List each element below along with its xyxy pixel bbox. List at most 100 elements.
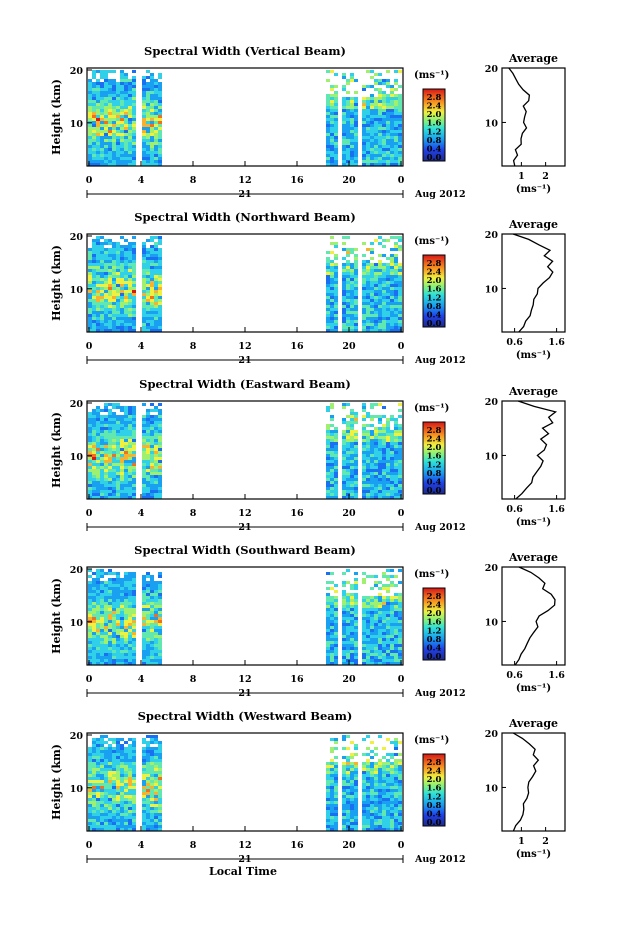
heatmap-cell — [346, 798, 350, 801]
heatmap-cell — [142, 575, 146, 578]
heatmap-cell — [374, 490, 378, 493]
heatmap-cell — [108, 320, 112, 323]
heatmap-cell — [104, 786, 108, 789]
heatmap-cell — [128, 242, 132, 245]
heatmap-cell — [150, 136, 154, 139]
heatmap-cell — [150, 641, 154, 644]
heatmap-cell — [334, 142, 338, 145]
heatmap-cell — [346, 320, 350, 323]
heatmap-cell — [370, 436, 374, 439]
heatmap-cell — [146, 753, 150, 756]
heatmap-cell — [378, 656, 382, 659]
heatmap-cell — [394, 308, 398, 311]
heatmap-cell — [92, 275, 96, 278]
heatmap-cell — [112, 284, 116, 287]
heatmap-cell — [350, 281, 354, 284]
heatmap-cell — [88, 296, 92, 299]
heatmap-cell — [342, 617, 346, 620]
heatmap-cell — [108, 599, 112, 602]
heatmap-cell — [150, 771, 154, 774]
heatmap-cell — [150, 239, 154, 242]
heatmap-cell — [132, 448, 136, 451]
heatmap-cell — [342, 822, 346, 825]
heatmap-cell — [354, 635, 358, 638]
heatmap-cell — [326, 430, 330, 433]
heatmap-cell — [366, 260, 370, 263]
heatmap-cell — [108, 415, 112, 418]
heatmap-cell — [354, 260, 358, 263]
heatmap-cell — [326, 792, 330, 795]
heatmap-cell — [120, 608, 124, 611]
heatmap-cell — [334, 257, 338, 260]
heatmap-cell — [124, 445, 128, 448]
heatmap-cell — [88, 314, 92, 317]
heatmap-cell — [354, 605, 358, 608]
heatmap-cell — [398, 644, 402, 647]
heatmap-cell — [366, 112, 370, 115]
heatmap-cell — [120, 290, 124, 293]
heatmap-cell — [382, 656, 386, 659]
heatmap-cell — [350, 133, 354, 136]
heatmap-cell — [354, 145, 358, 148]
heatmap-cell — [108, 795, 112, 798]
heatmap-cell — [142, 281, 146, 284]
heatmap-cell — [132, 780, 136, 783]
heatmap-cell — [142, 810, 146, 813]
heatmap-cell — [334, 442, 338, 445]
heatmap-cell — [104, 94, 108, 97]
heatmap-cell — [366, 623, 370, 626]
heatmap-cell — [92, 623, 96, 626]
heatmap-cell — [120, 317, 124, 320]
heatmap-cell — [92, 472, 96, 475]
heatmap-cell — [378, 73, 382, 76]
heatmap-cell — [386, 472, 390, 475]
heatmap-cell — [362, 317, 366, 320]
heatmap-cell — [330, 638, 334, 641]
heatmap-cell — [390, 436, 394, 439]
heatmap-cell — [120, 136, 124, 139]
heatmap-cell — [150, 617, 154, 620]
heatmap-cell — [88, 822, 92, 825]
heatmap-cell — [88, 424, 92, 427]
heatmap-cell — [128, 647, 132, 650]
heatmap-cell — [386, 481, 390, 484]
heatmap-cell — [142, 121, 146, 124]
heatmap-cell — [382, 430, 386, 433]
heatmap-cell — [116, 97, 120, 100]
heatmap-cell — [390, 448, 394, 451]
heatmap-cell — [146, 305, 150, 308]
heatmap-cell — [154, 451, 158, 454]
heatmap-cell — [112, 415, 116, 418]
heatmap-cell — [146, 653, 150, 656]
heatmap-cell — [362, 605, 366, 608]
heatmap-cell — [370, 801, 374, 804]
heatmap-cell — [88, 154, 92, 157]
heatmap-cell — [108, 251, 112, 254]
heatmap-cell — [366, 293, 370, 296]
heatmap-cell — [150, 487, 154, 490]
heatmap-cell — [150, 308, 154, 311]
heatmap-cell — [378, 828, 382, 831]
heatmap-cell — [146, 163, 150, 166]
heatmap-cell — [354, 254, 358, 257]
heatmap-cell — [112, 478, 116, 481]
heatmap-cell — [382, 587, 386, 590]
heatmap-cell — [108, 142, 112, 145]
heatmap-cell — [150, 463, 154, 466]
heatmap-cell — [330, 475, 334, 478]
heatmap-cell — [390, 308, 394, 311]
heatmap-cell — [132, 653, 136, 656]
heatmap-cell — [378, 415, 382, 418]
heatmap-cell — [88, 139, 92, 142]
heatmap-cell — [92, 662, 96, 665]
heatmap-cell — [362, 290, 366, 293]
heatmap-cell — [96, 608, 100, 611]
heatmap-cell — [116, 584, 120, 587]
heatmap-cell — [150, 819, 154, 822]
heatmap-cell — [390, 472, 394, 475]
heatmap-cell — [346, 272, 350, 275]
heatmap-cell — [382, 148, 386, 151]
heatmap-cell — [108, 82, 112, 85]
heatmap-cell — [154, 257, 158, 260]
heatmap-cell — [124, 296, 128, 299]
